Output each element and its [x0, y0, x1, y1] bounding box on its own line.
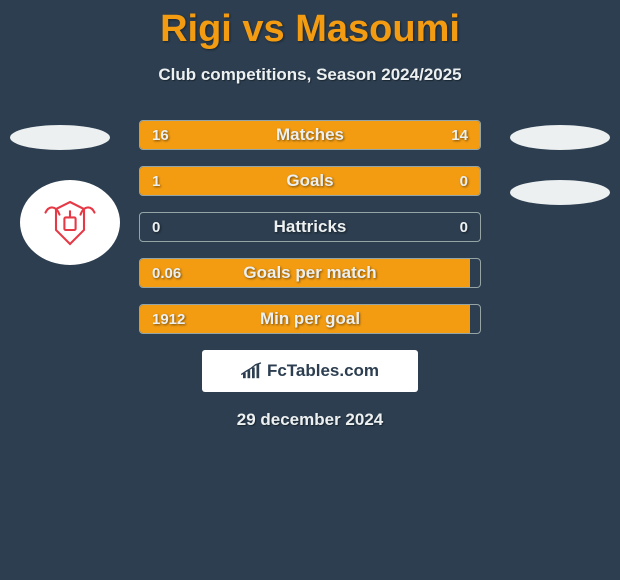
stat-right-value: 0	[460, 213, 468, 241]
stat-right-value: 14	[451, 121, 468, 149]
stat-label: Goals	[140, 167, 480, 195]
date-text: 29 december 2024	[0, 410, 620, 430]
subtitle: Club competitions, Season 2024/2025	[0, 65, 620, 85]
stat-right-value: 0	[460, 167, 468, 195]
player-left-badge	[10, 125, 110, 150]
stat-row: 1Goals0	[139, 166, 481, 196]
stat-label: Goals per match	[140, 259, 480, 287]
comparison-panel: 16Matches141Goals00Hattricks00.06Goals p…	[0, 120, 620, 430]
stat-label: Hattricks	[140, 213, 480, 241]
stat-row: 0.06Goals per match	[139, 258, 481, 288]
chart-icon	[241, 362, 263, 380]
stat-bars: 16Matches141Goals00Hattricks00.06Goals p…	[139, 120, 481, 334]
stat-row: 16Matches14	[139, 120, 481, 150]
stat-row: 0Hattricks0	[139, 212, 481, 242]
stat-label: Matches	[140, 121, 480, 149]
branding-text: FcTables.com	[267, 361, 379, 381]
stat-row: 1912Min per goal	[139, 304, 481, 334]
player-right-crest	[510, 180, 610, 205]
branding-badge: FcTables.com	[202, 350, 418, 392]
player-right-badge	[510, 125, 610, 150]
page-title: Rigi vs Masoumi	[0, 0, 620, 51]
stat-label: Min per goal	[140, 305, 480, 333]
player-left-crest	[20, 180, 120, 265]
crest-icon	[35, 193, 105, 253]
